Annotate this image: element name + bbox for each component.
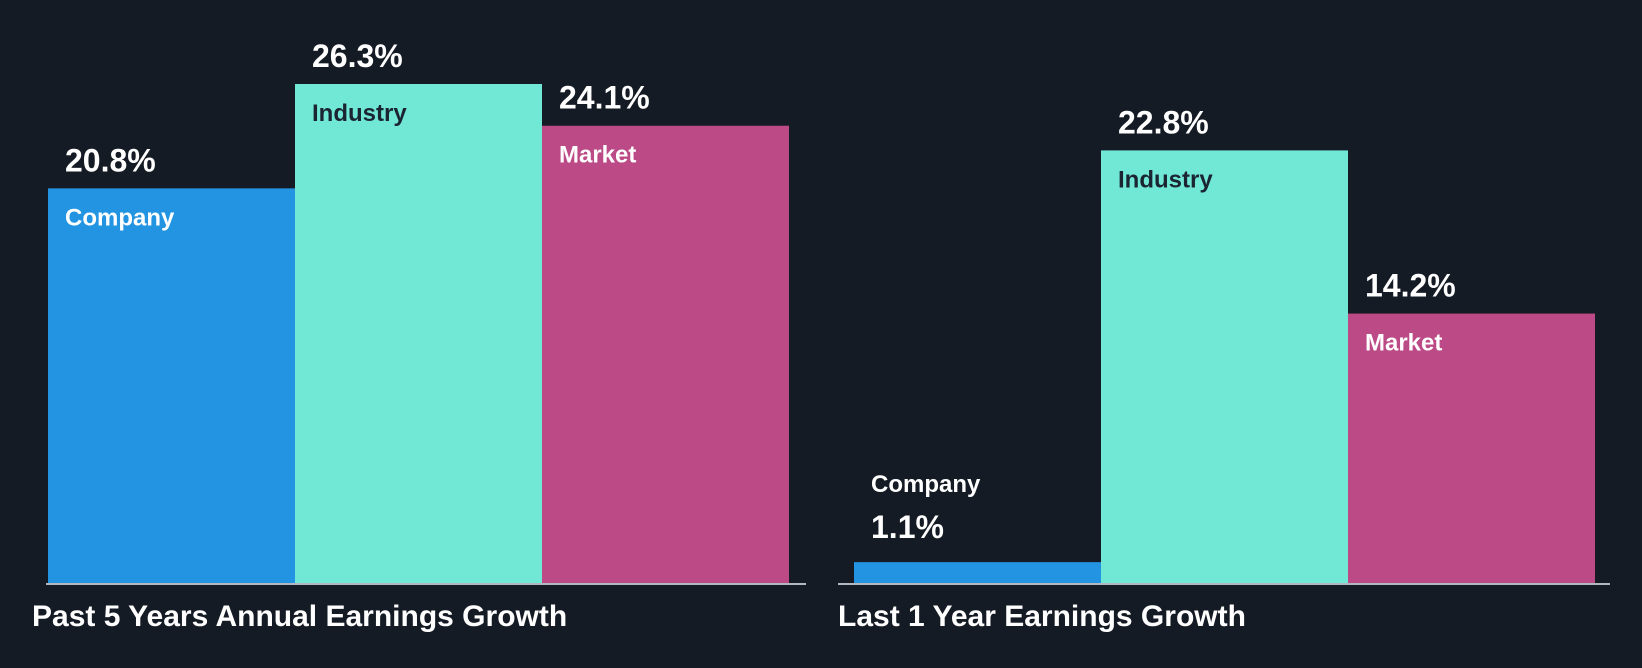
value-label-industry: 22.8% xyxy=(1118,104,1209,140)
bar-industry xyxy=(1101,150,1348,583)
bar-company xyxy=(854,562,1101,583)
panel-title: Last 1 Year Earnings Growth xyxy=(838,600,1246,633)
past-5-years-panel: 20.8% Company 26.3% Industry 24.1% Market Past… xyxy=(32,38,806,633)
category-label-industry: Industry xyxy=(1118,166,1213,193)
bar-company xyxy=(48,188,295,583)
bar-market xyxy=(542,125,789,583)
category-label-market: Market xyxy=(559,142,636,169)
category-label-company: Company xyxy=(871,471,981,498)
value-label-market: 14.2% xyxy=(1365,268,1456,304)
panel-title: Past 5 Years Annual Earnings Growth xyxy=(32,600,567,633)
category-label-industry: Industry xyxy=(312,100,407,127)
value-label-industry: 26.3% xyxy=(312,38,403,74)
bar-industry xyxy=(295,84,542,583)
category-label-market: Market xyxy=(1365,330,1442,357)
last-1-year-panel: 1.1% Company 22.8% Industry 14.2% Market Last … xyxy=(838,104,1610,633)
category-label-company: Company xyxy=(65,204,175,231)
value-label-company: 1.1% xyxy=(871,509,944,545)
value-label-company: 20.8% xyxy=(65,142,156,178)
value-label-market: 24.1% xyxy=(559,80,650,116)
bar-market xyxy=(1348,313,1595,583)
